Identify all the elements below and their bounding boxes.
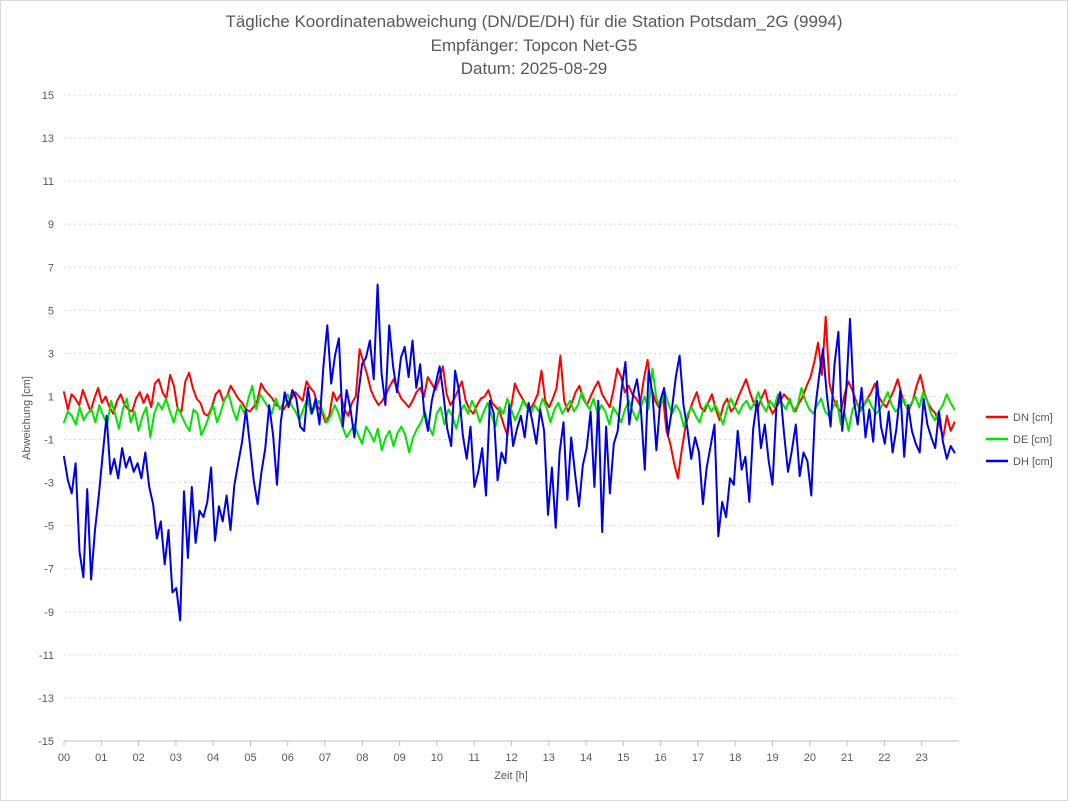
chart-subtitle-receiver: Empfänger: Topcon Net-G5 — [430, 36, 638, 55]
y-tick-label: -15 — [38, 736, 54, 748]
x-tick-label: 00 — [58, 752, 70, 764]
y-axis-ticks: 15 13 11 9 7 5 3 1 -1 -3 -5 -7 -9 -11 -13 -15 — [38, 90, 54, 748]
x-tick-label: 01 — [95, 752, 107, 764]
y-tick-label: 7 — [48, 262, 54, 274]
x-tick-label: 18 — [729, 752, 741, 764]
x-tick-label: 05 — [244, 752, 256, 764]
x-tick-label: 20 — [804, 752, 816, 764]
x-tick-label: 13 — [543, 752, 555, 764]
x-tick-label: 11 — [468, 752, 479, 764]
x-tick-label: 21 — [841, 752, 853, 764]
y-tick-label: 5 — [48, 305, 54, 317]
x-tick-label: 19 — [766, 752, 778, 764]
y-tick-label: -1 — [44, 435, 54, 447]
legend: DN [cm] DE [cm] DH [cm] — [986, 412, 1053, 468]
series-lines — [63, 283, 956, 622]
x-tick-label: 14 — [580, 752, 592, 764]
series-line-dn — [63, 315, 956, 480]
legend-entry: DH [cm] — [1013, 456, 1053, 468]
y-axis-label: Abweichung [cm] — [21, 376, 33, 460]
x-tick-label: 15 — [617, 752, 629, 764]
y-tick-label: 15 — [42, 90, 54, 102]
y-tick-label: -7 — [44, 564, 54, 576]
x-tick-label: 02 — [132, 752, 144, 764]
x-tick-label: 03 — [170, 752, 182, 764]
chart-subtitle-date: Datum: 2025-08-29 — [460, 59, 608, 78]
y-tick-label: -3 — [44, 478, 54, 490]
y-tick-label: -9 — [44, 607, 54, 619]
y-tick-label: -13 — [38, 693, 54, 705]
y-tick-label: 11 — [43, 176, 54, 188]
x-tick-label: 16 — [655, 752, 667, 764]
x-tick-label: 06 — [282, 752, 294, 764]
chart-title: Tägliche Koordinatenabweichung (DN/DE/DH… — [225, 12, 843, 31]
x-tick-label: 07 — [319, 752, 331, 764]
x-tick-label: 08 — [356, 752, 368, 764]
y-tick-label: 9 — [48, 219, 54, 231]
y-tick-label: 1 — [48, 391, 54, 403]
legend-entry: DE [cm] — [1013, 434, 1052, 446]
x-tick-label: 17 — [692, 752, 704, 764]
x-tick-label: 10 — [431, 752, 443, 764]
y-tick-label: 13 — [42, 133, 54, 145]
x-tick-label: 23 — [916, 752, 928, 764]
legend-entry: DN [cm] — [1013, 412, 1053, 424]
series-line-de — [63, 367, 956, 454]
y-tick-label: -5 — [44, 521, 54, 533]
x-tick-label: 09 — [394, 752, 406, 764]
y-tick-label: -11 — [39, 650, 54, 662]
x-axis-ticks: 00 01 02 03 04 05 06 07 08 09 10 11 12 13 14 15 16 17 18 19… — [58, 741, 928, 764]
series-line-dh — [63, 283, 956, 622]
x-axis-label: Zeit [h] — [494, 770, 528, 782]
x-tick-label: 22 — [878, 752, 890, 764]
x-tick-label: 04 — [207, 752, 219, 764]
x-tick-label: 12 — [505, 752, 517, 764]
y-tick-label: 3 — [48, 348, 54, 360]
